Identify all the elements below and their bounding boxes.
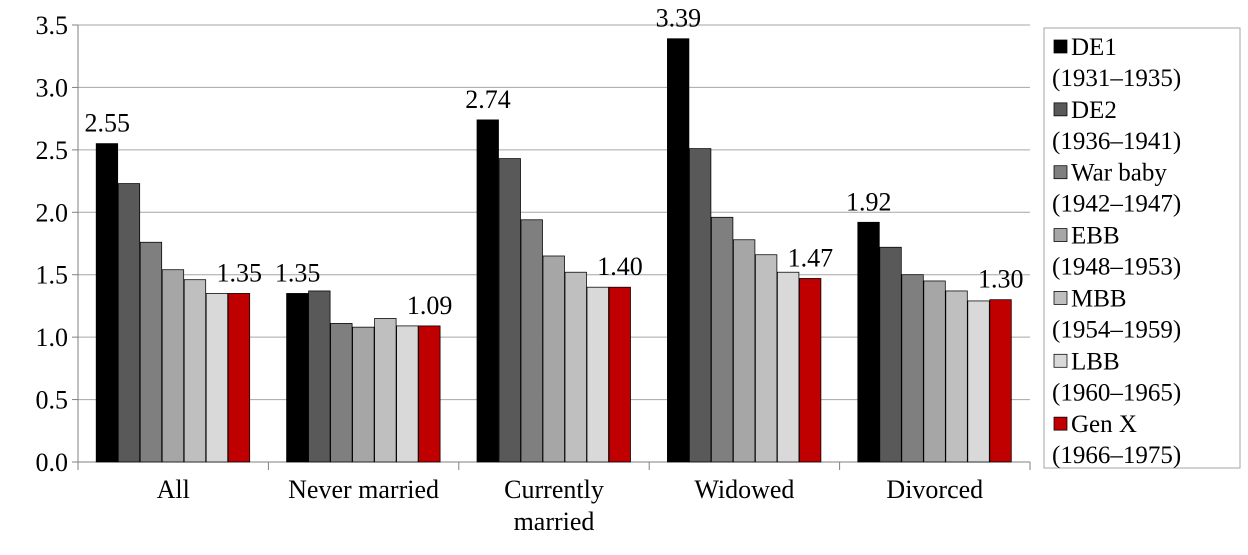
bar-lbb (205, 293, 229, 463)
bar-lbb (777, 271, 800, 463)
bar-gen-x (989, 299, 1012, 463)
legend-label: DE1 (1071, 34, 1117, 61)
bar-de2 (879, 246, 902, 463)
legend-period: (1954–1959) (1052, 316, 1181, 343)
bar-mbb (755, 254, 778, 463)
bar-war-baby (901, 274, 924, 463)
legend-period: (1942–1947) (1052, 191, 1181, 218)
legend-label: EBB (1071, 223, 1120, 250)
legend-swatch (1053, 102, 1068, 117)
legend-swatch (1053, 39, 1068, 54)
y-tick-label: 3.0 (36, 73, 69, 102)
bar-de1 (286, 293, 309, 463)
bar-lbb (967, 300, 990, 463)
bar-war-baby (330, 323, 353, 463)
legend-period: (1931–1935) (1052, 65, 1181, 92)
bar-ebb (542, 255, 565, 463)
legend-swatch (1053, 416, 1068, 431)
bar-de1 (476, 119, 499, 463)
data-label: 1.40 (597, 252, 643, 281)
category-label: married (514, 507, 595, 536)
legend-swatch (1053, 228, 1068, 242)
bar-de2 (498, 158, 521, 463)
category-label: All (157, 475, 190, 504)
bar-mbb (183, 279, 207, 463)
y-tick-label: 2.5 (36, 136, 69, 165)
legend-swatch (1053, 353, 1068, 368)
legend-swatch (1053, 165, 1068, 180)
bar-war-baby (711, 216, 734, 463)
data-label: 1.35 (275, 258, 321, 287)
bar-de1 (857, 221, 880, 463)
bar-mbb (945, 290, 968, 463)
bar-ebb (352, 326, 375, 463)
category-label: Widowed (694, 475, 794, 504)
legend-label: DE2 (1071, 97, 1117, 124)
legend-period: (1960–1965) (1052, 379, 1181, 406)
bar-gen-x (608, 286, 631, 463)
legend-box (1043, 27, 1241, 469)
bar-lbb (396, 325, 419, 463)
bar-ebb (733, 239, 756, 463)
bar-lbb (586, 286, 609, 463)
category-label: Never married (288, 475, 439, 504)
data-label: 1.47 (788, 243, 834, 272)
category-label: Divorced (886, 475, 983, 504)
y-tick-label: 2.0 (36, 198, 69, 227)
y-tick-label: 0.0 (36, 448, 69, 477)
bar-war-baby (139, 241, 163, 463)
data-label: 1.92 (846, 187, 892, 216)
bar-war-baby (520, 219, 543, 463)
bar-ebb (161, 269, 185, 463)
bar-gen-x (418, 325, 441, 463)
legend-label: Gen X (1071, 411, 1137, 438)
data-label: 2.74 (465, 85, 511, 114)
legend-label: War baby (1071, 160, 1167, 187)
y-tick-label: 3.5 (36, 11, 69, 40)
legend-label: MBB (1071, 285, 1127, 312)
bar-de2 (308, 290, 331, 463)
bar-mbb (374, 318, 397, 463)
bar-ebb (923, 280, 946, 463)
legend-period: (1948–1953) (1052, 254, 1181, 281)
data-label: 3.39 (656, 4, 702, 33)
bar-de2 (689, 148, 712, 463)
legend-swatch (1053, 291, 1068, 305)
bar-gen-x (227, 293, 251, 463)
y-tick-label: 0.5 (36, 386, 69, 415)
legend-label: LBB (1071, 348, 1120, 375)
y-tick-label: 1.0 (36, 323, 69, 352)
bar-mbb (564, 271, 587, 463)
data-label: 2.55 (84, 109, 130, 138)
bar-de2 (117, 183, 141, 463)
bar-de1 (95, 143, 119, 463)
data-label: 1.30 (978, 265, 1024, 294)
data-label: 1.09 (407, 291, 453, 320)
y-tick-label: 1.5 (36, 261, 69, 290)
bar-gen-x (799, 278, 822, 463)
data-label: 1.35 (216, 258, 262, 287)
bar-de1 (667, 38, 690, 463)
legend-period: (1966–1975) (1052, 442, 1181, 469)
category-label: Currently (504, 475, 604, 504)
legend-period: (1936–1941) (1052, 128, 1181, 155)
